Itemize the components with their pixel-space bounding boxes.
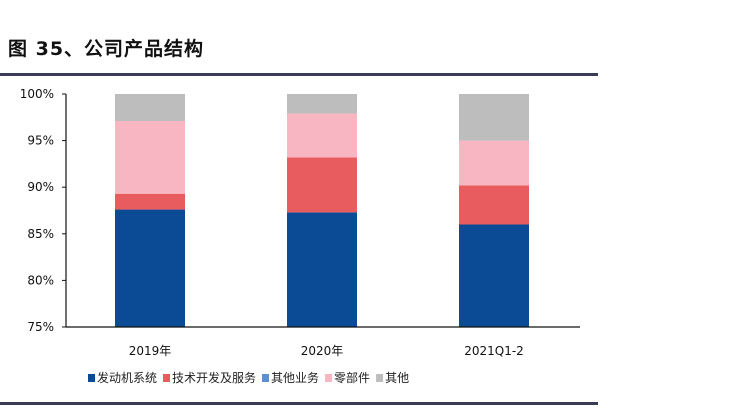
x-tick-label: 2020年 <box>301 344 344 358</box>
bar-segment <box>115 94 185 122</box>
top-rule <box>0 73 598 76</box>
y-tick-label: 80% <box>27 273 54 287</box>
legend-label: 零部件 <box>334 370 370 385</box>
y-tick-label: 75% <box>27 320 54 334</box>
bar-segment <box>287 212 357 327</box>
y-tick-label: 95% <box>27 134 54 148</box>
bar-segment <box>287 113 357 158</box>
legend-swatch <box>376 374 384 382</box>
bar-segment <box>287 94 357 114</box>
y-tick-label: 100% <box>20 87 54 101</box>
bar-segment <box>115 193 185 210</box>
bar-segment <box>459 140 529 186</box>
legend-label: 其他业务 <box>271 370 319 385</box>
bar-segment <box>287 157 357 213</box>
y-tick-label: 85% <box>27 227 54 241</box>
bottom-rule <box>0 402 598 405</box>
bar-segment <box>459 94 529 141</box>
bar-segment <box>459 224 529 327</box>
legend-swatch <box>262 374 270 382</box>
legend-swatch <box>325 374 333 382</box>
y-tick-label: 90% <box>27 180 54 194</box>
legend-label: 技术开发及服务 <box>172 370 256 385</box>
x-tick-label: 2019年 <box>129 344 172 358</box>
bar-segment <box>459 185 529 225</box>
bar-segment <box>115 121 185 194</box>
legend-label: 发动机系统 <box>97 370 157 385</box>
legend-label: 其他 <box>385 371 409 385</box>
figure-title: 图 35、公司产品结构 <box>8 38 205 60</box>
legend-swatch <box>88 374 95 382</box>
bar-segment <box>115 209 185 327</box>
legend-swatch <box>163 374 171 382</box>
x-tick-label: 2021Q1-2 <box>464 344 524 358</box>
